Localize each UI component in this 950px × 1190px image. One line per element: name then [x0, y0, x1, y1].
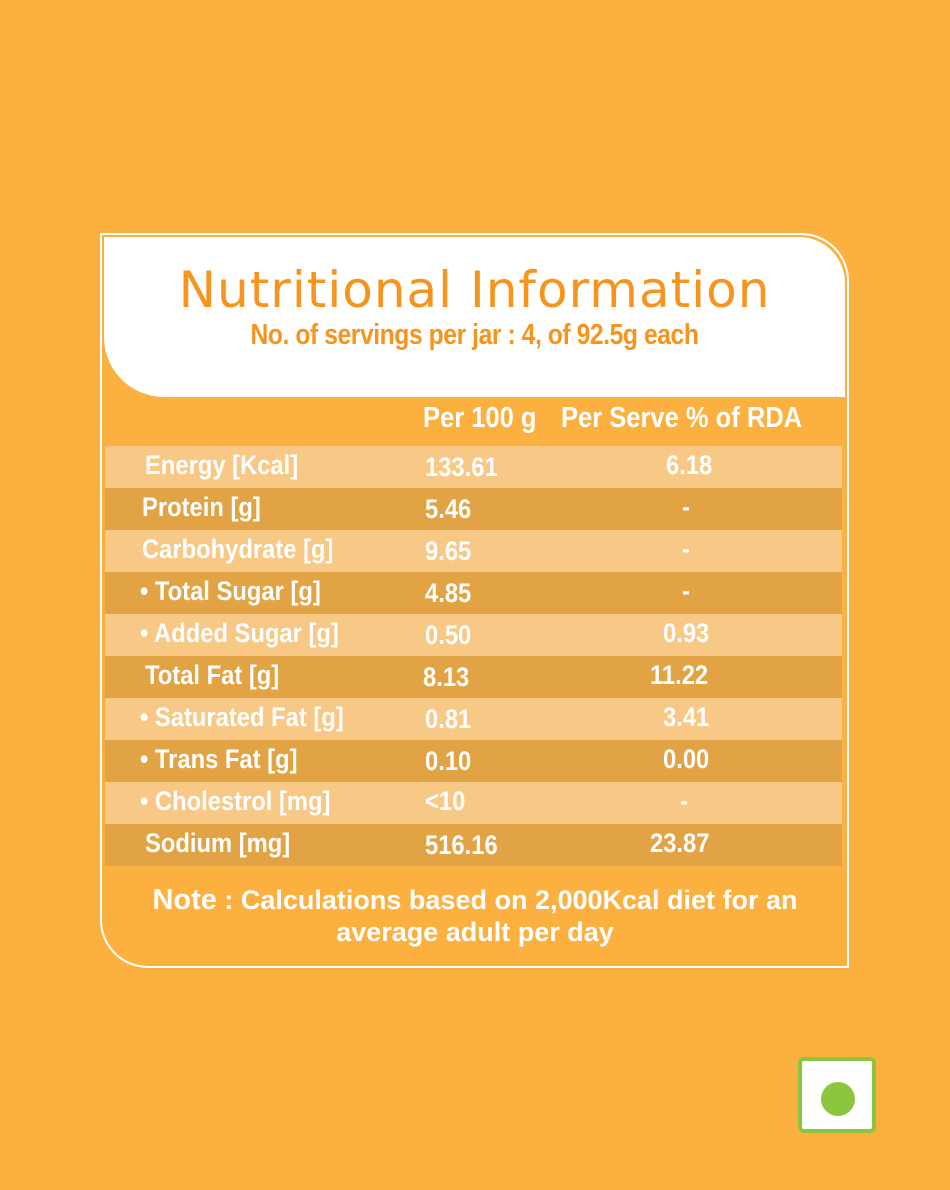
- page-title: Nutritional Information: [178, 261, 771, 319]
- nutrient-per-100g: 0.81: [425, 704, 472, 734]
- nutrient-rda: -: [682, 492, 690, 522]
- nutrient-rda: -: [682, 534, 690, 564]
- nutrient-per-100g: 516.16: [425, 830, 498, 860]
- nutrient-rda: 0.00: [663, 744, 710, 774]
- nutrition-panel: [100, 233, 849, 968]
- nutrient-row: Protein [g] 5.46 -: [105, 488, 842, 530]
- footnote: Note : Calculations based on 2,000Kcal d…: [110, 884, 840, 948]
- note-text-2: average adult per day: [336, 917, 614, 947]
- nutrient-per-100g: 0.50: [425, 620, 472, 650]
- nutrient-row: Total Fat [g] 8.13 11.22: [105, 656, 842, 698]
- nutrient-row: Energy [Kcal] 133.61 6.18: [105, 446, 842, 488]
- nutrient-rda: 0.93: [663, 618, 710, 648]
- title-box: Nutritional Information No. of servings …: [104, 237, 845, 397]
- nutrient-row: Sodium [mg] 516.16 23.87: [105, 824, 842, 866]
- nutrient-name: Total Fat [g]: [145, 660, 280, 690]
- column-header-per-100g: Per 100 g: [423, 402, 537, 434]
- nutrient-row: Carbohydrate [g] 9.65 -: [105, 530, 842, 572]
- nutrient-row: • Saturated Fat [g] 0.81 3.41: [105, 698, 842, 740]
- nutrient-name: • Added Sugar [g]: [140, 618, 339, 648]
- nutrient-name: • Saturated Fat [g]: [140, 702, 344, 732]
- nutrient-row: • Added Sugar [g] 0.50 0.93: [105, 614, 842, 656]
- nutrient-name: Carbohydrate [g]: [142, 534, 334, 564]
- nutrient-row: • Total Sugar [g] 4.85 -: [105, 572, 842, 614]
- nutrient-per-100g: 4.85: [425, 578, 472, 608]
- nutrient-per-100g: 9.65: [425, 536, 472, 566]
- nutrient-rda: 6.18: [666, 450, 713, 480]
- nutrient-rda: 11.22: [650, 660, 709, 690]
- nutrient-row: • Trans Fat [g] 0.10 0.00: [105, 740, 842, 782]
- vegetarian-dot: [821, 1082, 855, 1116]
- nutrient-per-100g: 133.61: [425, 452, 498, 482]
- nutrient-name: Sodium [mg]: [145, 828, 291, 858]
- servings-subtitle: No. of servings per jar : 4, of 92.5g ea…: [250, 319, 699, 351]
- nutrient-row: • Cholestrol [mg] <10 -: [105, 782, 842, 824]
- nutrient-name: • Trans Fat [g]: [140, 744, 298, 774]
- nutrient-per-100g: 8.13: [423, 662, 470, 692]
- nutrient-name: Protein [g]: [142, 492, 261, 522]
- nutrient-per-100g: <10: [425, 786, 466, 816]
- note-label: Note: [152, 884, 217, 916]
- nutrient-rda: -: [682, 576, 690, 606]
- nutrient-rda: -: [680, 786, 688, 816]
- nutrient-rda: 3.41: [663, 702, 710, 732]
- nutrient-name: • Total Sugar [g]: [140, 576, 321, 606]
- column-header-per-serve-rda: Per Serve % of RDA: [561, 402, 803, 434]
- vegetarian-mark-icon: [798, 1057, 876, 1133]
- nutrient-rda: 23.87: [650, 828, 710, 858]
- nutrient-name: • Cholestrol [mg]: [140, 786, 331, 816]
- nutrient-per-100g: 5.46: [425, 494, 472, 524]
- nutrient-name: Energy [Kcal]: [145, 450, 299, 480]
- note-text-1: : Calculations based on 2,000Kcal diet f…: [216, 885, 798, 915]
- nutrient-per-100g: 0.10: [425, 746, 472, 776]
- footnote-line-1: Note : Calculations based on 2,000Kcal d…: [110, 884, 840, 916]
